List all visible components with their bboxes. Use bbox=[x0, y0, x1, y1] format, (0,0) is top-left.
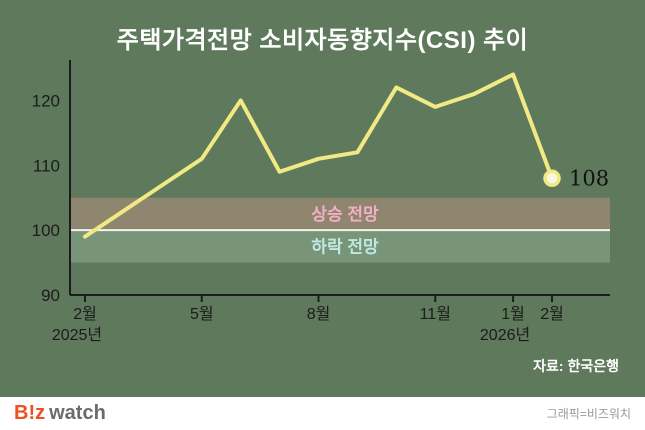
graphic-credit: 그래픽=비즈워치 bbox=[546, 407, 631, 421]
source-label: 자료: 한국은행 bbox=[533, 358, 619, 374]
y-tick-label: 90 bbox=[41, 286, 60, 305]
bizwatch-logo: B!z watch bbox=[14, 402, 106, 425]
x-tick-label: 11월 bbox=[420, 305, 451, 323]
fall-outlook-label: 하락 전망 bbox=[311, 237, 379, 256]
y-tick-label: 110 bbox=[33, 156, 60, 175]
x-year-label: 2025년 bbox=[52, 326, 102, 344]
logo-biz-text: B!z bbox=[14, 402, 46, 424]
x-year-label: 2026년 bbox=[480, 326, 530, 344]
series-line bbox=[83, 72, 554, 239]
x-tick-label: 2월 bbox=[540, 305, 564, 323]
last-point-label: 108 bbox=[569, 166, 609, 190]
x-tick-label: 1월 bbox=[501, 305, 525, 323]
y-tick-label: 100 bbox=[32, 221, 60, 240]
logo-watch-text: watch bbox=[49, 402, 106, 424]
band-upper bbox=[70, 197, 610, 231]
last-point-marker bbox=[543, 169, 561, 188]
x-tick-label: 8월 bbox=[307, 305, 331, 323]
x-tick-label: 5월 bbox=[190, 305, 214, 323]
band-lower bbox=[70, 230, 610, 263]
x-tick-label: 2월 bbox=[73, 305, 97, 323]
footer-bar: B!z watch 그래픽=비즈워치 bbox=[0, 397, 645, 430]
rise-outlook-label: 상승 전망 bbox=[311, 205, 379, 224]
y-tick-label: 120 bbox=[32, 91, 60, 110]
chart-title: 주택가격전망 소비자동향지수(CSI) 추이 bbox=[116, 27, 529, 54]
